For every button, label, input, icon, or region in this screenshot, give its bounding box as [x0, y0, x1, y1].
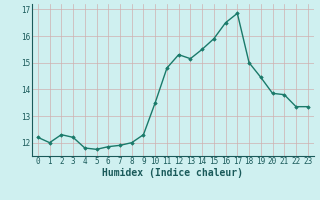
X-axis label: Humidex (Indice chaleur): Humidex (Indice chaleur)	[102, 168, 243, 178]
